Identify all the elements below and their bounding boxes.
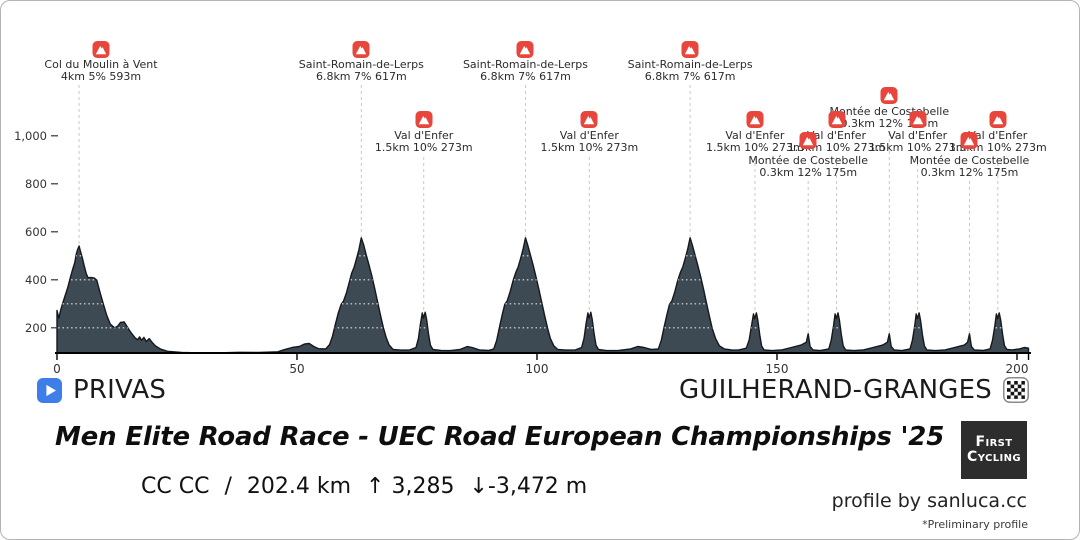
elevation-area: [56, 237, 1030, 354]
preliminary-note: *Preliminary profile: [922, 518, 1028, 531]
finish-label: GUILHERAND-GRANGES: [679, 375, 992, 405]
country-codes: CC CC: [141, 474, 210, 499]
firstcycling-logo: First Cycling: [961, 421, 1027, 479]
race-stats: CC CC / 202.4 km ↑ 3,285 ↓-3,472 m: [141, 474, 595, 499]
total-ascent: ↑ 3,285: [366, 474, 455, 499]
profile-credit: profile by sanluca.cc: [831, 490, 1027, 512]
start-location: PRIVAS: [37, 375, 166, 405]
y-axis-tick-label: 200: [25, 321, 47, 335]
page-title: Men Elite Road Race - UEC Road European …: [55, 422, 945, 452]
race-distance: 202.4 km: [246, 474, 352, 499]
y-axis-tick-label: 400: [25, 273, 47, 287]
x-axis-tick-label: 50: [289, 362, 304, 376]
start-label: PRIVAS: [73, 375, 167, 405]
total-descent: ↓-3,472 m: [469, 474, 588, 499]
logo-line2: Cycling: [967, 449, 1021, 465]
finish-location: GUILHERAND-GRANGES: [679, 375, 1029, 405]
x-axis-tick-label: 100: [526, 362, 549, 376]
start-play-icon: [37, 377, 62, 403]
x-axis-tick-label: 200: [1006, 362, 1029, 376]
y-axis-tick-label: 1,000: [14, 129, 47, 143]
stats-slash: /: [224, 474, 232, 499]
logo-line1: First: [975, 434, 1013, 451]
finish-checkered-flag-icon: [1003, 377, 1029, 403]
x-axis-tick-label: 150: [766, 362, 789, 376]
elevation-profile-chart: 0 50 100 150 200 200 400 600 800 1,000: [14, 85, 1031, 376]
x-axis-tick-label: 0: [53, 362, 61, 376]
elevation-chart-area: 0 50 100 150 200 200 400 600 800 1,000 Col du Mou…: [1, 1, 1079, 376]
y-axis-tick-label: 800: [25, 177, 47, 191]
y-axis-tick-label: 600: [25, 225, 47, 239]
